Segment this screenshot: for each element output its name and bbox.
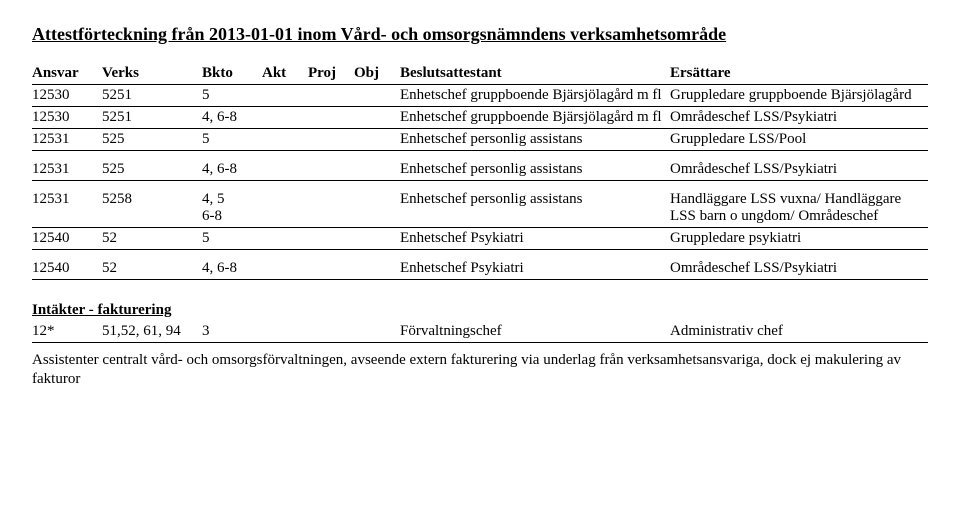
cell-bkto: 4, 6-8 — [202, 151, 262, 181]
cell-akt — [262, 107, 308, 129]
cell-beslutsattestant: Enhetschef personlig assistans — [400, 151, 670, 181]
cell-verks: 525 — [102, 129, 202, 151]
cell-bkto: 4, 6-8 — [202, 107, 262, 129]
cell-ansvar: 12540 — [32, 228, 102, 250]
cell-proj — [308, 129, 354, 151]
cell-proj — [308, 151, 354, 181]
cell-verks: 52 — [102, 250, 202, 280]
cell-proj — [308, 228, 354, 250]
cell-verks: 5251 — [102, 107, 202, 129]
cell-obj — [354, 321, 400, 343]
cell-ansvar: 12* — [32, 321, 102, 343]
cell-ersattare: Områdeschef LSS/Psykiatri — [670, 107, 928, 129]
cell-akt — [262, 321, 308, 343]
cell-beslutsattestant: Enhetschef personlig assistans — [400, 129, 670, 151]
cell-beslutsattestant: Förvaltningschef — [400, 321, 670, 343]
cell-ansvar: 12531 — [32, 151, 102, 181]
cell-ersattare: Handläggare LSS vuxna/ Handläggare LSS b… — [670, 181, 928, 228]
cell-beslutsattestant: Enhetschef gruppboende Bjärsjölagård m f… — [400, 107, 670, 129]
cell-obj — [354, 181, 400, 228]
table-row: 12* 51,52, 61, 94 3 Förvaltningschef Adm… — [32, 321, 928, 343]
cell-obj — [354, 107, 400, 129]
cell-obj — [354, 250, 400, 280]
cell-obj — [354, 129, 400, 151]
attest-table: Ansvar Verks Bkto Akt Proj Obj Beslutsat… — [32, 63, 928, 391]
cell-ersattare: Gruppledare gruppboende Bjärsjölagård — [670, 85, 928, 107]
cell-verks: 5251 — [102, 85, 202, 107]
cell-bkto: 5 — [202, 85, 262, 107]
cell-ansvar: 12531 — [32, 129, 102, 151]
table-row: 125315254, 6-8 Enhetschef personlig assis… — [32, 151, 928, 181]
cell-verks: 5258 — [102, 181, 202, 228]
table-row: 125315255 Enhetschef personlig assistansG… — [32, 129, 928, 151]
cell-proj — [308, 181, 354, 228]
table-row: 1253052514, 6-8 Enhetschef gruppboende Bj… — [32, 107, 928, 129]
cell-verks: 52 — [102, 228, 202, 250]
cell-ersattare: Gruppledare psykiatri — [670, 228, 928, 250]
cell-obj — [354, 85, 400, 107]
cell-ersattare: Administrativ chef — [670, 321, 928, 343]
cell-bkto: 5 — [202, 129, 262, 151]
col-ansvar: Ansvar — [32, 63, 102, 85]
cell-proj — [308, 321, 354, 343]
cell-ansvar: 12531 — [32, 181, 102, 228]
cell-beslutsattestant: Enhetschef Psykiatri — [400, 250, 670, 280]
cell-proj — [308, 250, 354, 280]
cell-akt — [262, 151, 308, 181]
cell-ersattare: Områdeschef LSS/Psykiatri — [670, 250, 928, 280]
cell-ersattare: Områdeschef LSS/Psykiatri — [670, 151, 928, 181]
cell-akt — [262, 129, 308, 151]
cell-akt — [262, 228, 308, 250]
footnote: Assistenter centralt vård- och omsorgsfö… — [32, 343, 928, 391]
col-verks: Verks — [102, 63, 202, 85]
section-heading-intakter: Intäkter - fakturering — [32, 280, 928, 322]
cell-obj — [354, 228, 400, 250]
cell-proj — [308, 85, 354, 107]
cell-beslutsattestant: Enhetschef gruppboende Bjärsjölagård m f… — [400, 85, 670, 107]
table-header-row: Ansvar Verks Bkto Akt Proj Obj Beslutsat… — [32, 63, 928, 85]
cell-bkto: 5 — [202, 228, 262, 250]
cell-ansvar: 12530 — [32, 107, 102, 129]
cell-ansvar: 12530 — [32, 85, 102, 107]
cell-akt — [262, 85, 308, 107]
cell-beslutsattestant: Enhetschef personlig assistans — [400, 181, 670, 228]
cell-akt — [262, 181, 308, 228]
col-proj: Proj — [308, 63, 354, 85]
col-beslutsattestant: Beslutsattestant — [400, 63, 670, 85]
table-row: 1253052515 Enhetschef gruppboende Bjärsjö… — [32, 85, 928, 107]
cell-ersattare: Gruppledare LSS/Pool — [670, 129, 928, 151]
cell-bkto: 4, 56-8 — [202, 181, 262, 228]
cell-bkto: 4, 6-8 — [202, 250, 262, 280]
cell-obj — [354, 151, 400, 181]
col-ersattare: Ersättare — [670, 63, 928, 85]
cell-akt — [262, 250, 308, 280]
table-row: 12540524, 6-8 Enhetschef PsykiatriOmrådes… — [32, 250, 928, 280]
page-title: Attestförteckning från 2013-01-01 inom V… — [32, 24, 928, 45]
col-akt: Akt — [262, 63, 308, 85]
col-obj: Obj — [354, 63, 400, 85]
table-row: 12540525 Enhetschef PsykiatriGruppledare … — [32, 228, 928, 250]
cell-verks: 51,52, 61, 94 — [102, 321, 202, 343]
cell-bkto: 3 — [202, 321, 262, 343]
cell-proj — [308, 107, 354, 129]
cell-ansvar: 12540 — [32, 250, 102, 280]
table-row: 1253152584, 56-8 Enhetschef personlig ass… — [32, 181, 928, 228]
cell-verks: 525 — [102, 151, 202, 181]
col-bkto: Bkto — [202, 63, 262, 85]
cell-beslutsattestant: Enhetschef Psykiatri — [400, 228, 670, 250]
